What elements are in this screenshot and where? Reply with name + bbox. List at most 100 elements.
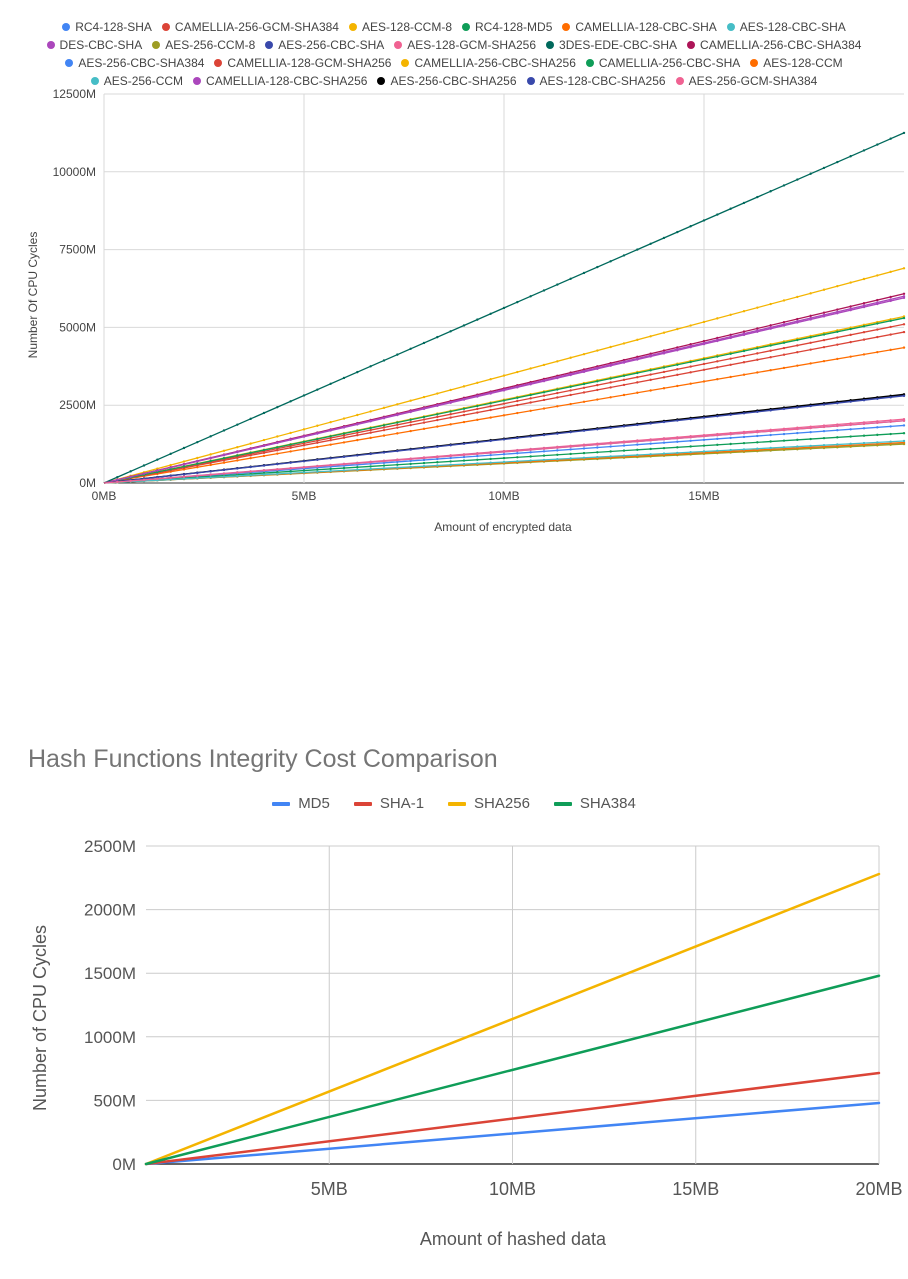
legend-item-aes-256-cbc-sha[interactable]: AES-256-CBC-SHA	[265, 36, 384, 54]
legend-item-camellia-128-cbc-sha256[interactable]: CAMELLIA-128-CBC-SHA256	[193, 72, 367, 90]
legend-item-aes-256-gcm-sha384[interactable]: AES-256-GCM-SHA384	[675, 72, 817, 90]
data-point	[449, 456, 452, 460]
data-point	[449, 388, 452, 392]
data-point	[249, 417, 252, 421]
legend-item-sha384[interactable]: SHA384	[553, 795, 636, 812]
data-point	[622, 383, 626, 387]
legend-item-camellia-256-cbc-sha[interactable]: CAMELLIA-256-CBC-SHA	[585, 54, 740, 72]
data-point	[222, 459, 226, 462]
data-point	[582, 369, 586, 373]
data-point	[809, 292, 812, 295]
data-point	[702, 320, 706, 324]
data-point	[822, 429, 826, 433]
data-point	[209, 476, 212, 479]
data-point	[582, 456, 586, 459]
legend-item-aes-128-ccm[interactable]: AES-128-CCM	[750, 54, 843, 72]
data-point	[142, 464, 146, 467]
data-point	[236, 446, 239, 449]
legend-item-aes-256-cbc-sha384[interactable]: AES-256-CBC-SHA384	[65, 54, 204, 72]
data-point	[249, 447, 252, 450]
legend-item-camellia-256-cbc-sha384[interactable]: CAMELLIA-256-CBC-SHA384	[687, 36, 861, 54]
data-point	[449, 460, 452, 463]
data-point	[889, 432, 892, 436]
data-point	[889, 333, 892, 336]
data-point	[396, 426, 399, 429]
data-point	[222, 429, 226, 432]
data-point	[569, 356, 572, 359]
data-point	[622, 378, 626, 382]
data-point	[342, 436, 346, 439]
y-tick-label: 0M	[79, 476, 96, 490]
data-point	[849, 423, 852, 427]
chart-title: Hash Functions Integrity Cost Comparison	[28, 745, 498, 773]
data-point	[809, 444, 812, 448]
data-point	[302, 440, 306, 443]
data-point	[862, 149, 866, 152]
data-point	[716, 336, 719, 340]
data-point	[516, 456, 519, 459]
data-point	[702, 219, 706, 222]
data-point	[862, 427, 866, 430]
data-point	[689, 324, 692, 327]
legend-item-rc4-128-sha[interactable]: RC4-128-SHA	[62, 18, 152, 36]
data-point	[502, 438, 506, 441]
data-point	[756, 371, 759, 374]
data-point	[422, 415, 426, 419]
legend-item-aes-128-cbc-sha[interactable]: AES-128-CBC-SHA	[726, 18, 846, 36]
data-point	[836, 443, 839, 446]
data-point	[822, 333, 826, 336]
legend-label: AES-256-CBC-SHA384	[78, 56, 205, 70]
legend-item-des-cbc-sha[interactable]: DES-CBC-SHA	[46, 36, 142, 54]
data-point	[302, 469, 306, 472]
legend-item-camellia-128-cbc-sha[interactable]: CAMELLIA-128-CBC-SHA	[562, 18, 717, 36]
data-point	[596, 428, 599, 431]
data-point	[342, 432, 346, 435]
legend-item-3des-ede-cbc-sha[interactable]: 3DES-EDE-CBC-SHA	[546, 36, 677, 54]
data-point	[729, 335, 732, 338]
legend-item-aes-256-cbc-sha256[interactable]: AES-256-CBC-SHA256	[377, 72, 517, 90]
data-point	[649, 378, 652, 382]
legend-item-sha256[interactable]: SHA256	[448, 795, 530, 812]
data-point	[542, 433, 546, 437]
data-point	[502, 399, 506, 402]
data-point	[569, 457, 572, 460]
data-point	[582, 444, 586, 447]
legend-item-aes-128-gcm-sha256[interactable]: AES-128-GCM-SHA256	[394, 36, 536, 54]
data-point	[289, 438, 292, 441]
data-point	[796, 438, 799, 442]
data-point	[609, 442, 612, 445]
data-point	[596, 451, 599, 454]
data-point	[849, 400, 852, 403]
data-point	[836, 436, 839, 439]
legend-item-aes-128-cbc-sha256[interactable]: AES-128-CBC-SHA256	[526, 72, 666, 90]
data-point	[476, 452, 479, 456]
data-point	[489, 405, 492, 408]
data-point	[569, 277, 572, 280]
legend-item-rc4-128-md5[interactable]: RC4-128-MD5	[462, 18, 552, 36]
legend-item-camellia-256-gcm-sha384[interactable]: CAMELLIA-256-GCM-SHA384	[161, 18, 339, 36]
legend-item-camellia-256-cbc-sha256[interactable]: CAMELLIA-256-CBC-SHA256	[401, 54, 576, 72]
data-point	[689, 439, 692, 442]
data-point	[836, 284, 839, 288]
data-point	[502, 374, 506, 377]
data-point	[716, 437, 719, 441]
legend-item-md5[interactable]: MD5	[272, 795, 330, 812]
legend-item-aes-128-ccm-8[interactable]: AES-128-CCM-8	[348, 18, 452, 36]
data-point	[289, 467, 292, 470]
data-point	[529, 382, 532, 385]
data-point	[636, 381, 639, 384]
data-point	[889, 295, 892, 299]
legend-item-aes-256-ccm[interactable]: AES-256-CCM	[90, 72, 183, 90]
data-point	[169, 474, 172, 477]
data-point	[556, 360, 559, 363]
data-point	[489, 461, 492, 464]
legend-item-camellia-128-gcm-sha256[interactable]: CAMELLIA-128-GCM-SHA256	[214, 54, 391, 72]
data-point	[902, 295, 906, 298]
data-point	[569, 402, 572, 406]
legend-item-sha-1[interactable]: SHA-1	[353, 795, 424, 812]
legend-label: CAMELLIA-128-CBC-SHA256	[206, 74, 368, 88]
y-tick-label: 1000M	[84, 1028, 136, 1047]
data-point	[409, 399, 412, 402]
data-point	[902, 432, 906, 435]
legend-item-aes-256-ccm-8[interactable]: AES-256-CCM-8	[152, 36, 255, 54]
